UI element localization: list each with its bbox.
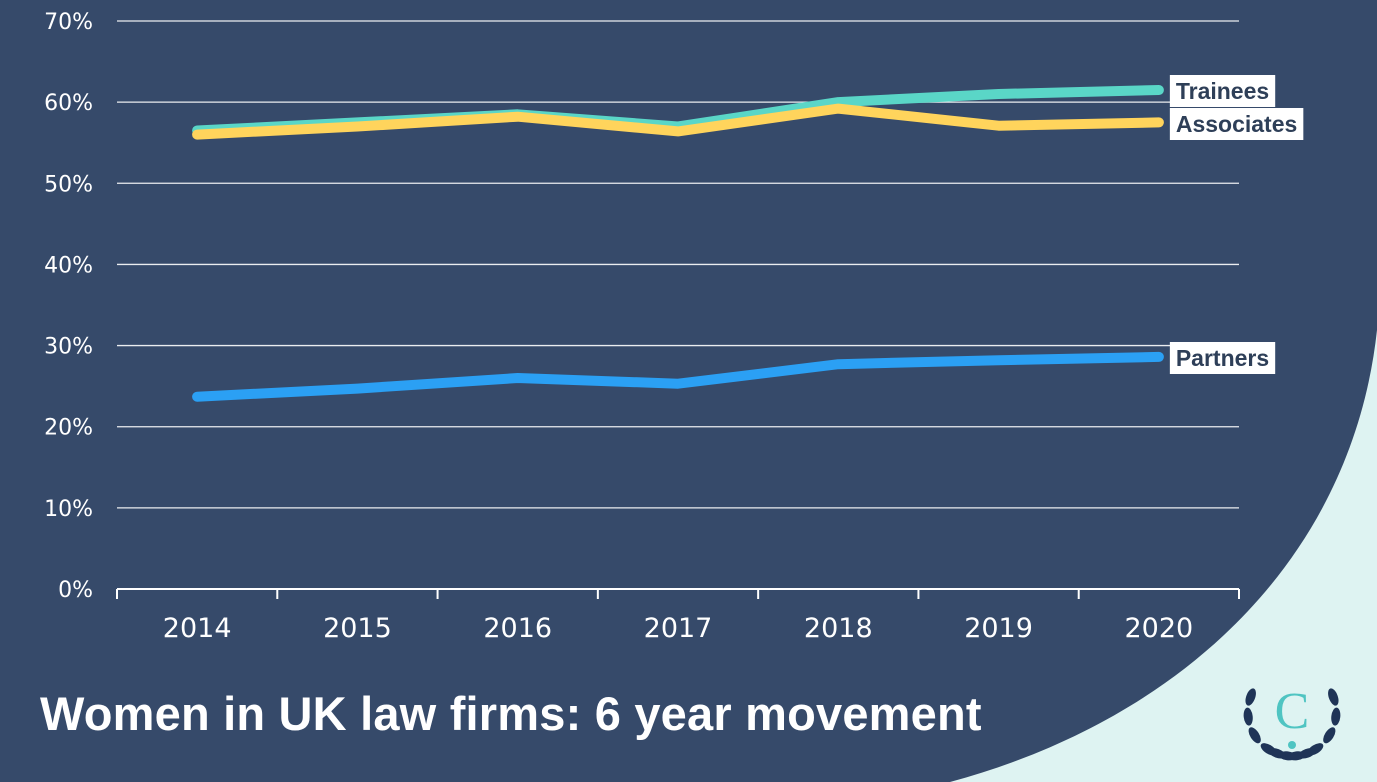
chart-title: Women in UK law firms: 6 year movement <box>40 687 982 740</box>
corner-decoration <box>950 330 1377 782</box>
x-tick-label: 2016 <box>483 613 552 644</box>
laurel-leaves <box>1243 688 1341 761</box>
series-label-trainees: Trainees <box>1176 78 1269 104</box>
series-label-box-associates <box>1169 108 1304 140</box>
y-tick-label: 20% <box>44 416 93 441</box>
y-tick-label: 0% <box>58 578 93 603</box>
y-tick-label: 50% <box>44 172 93 197</box>
x-tick-label: 2019 <box>964 613 1033 644</box>
x-axis-ticks: 2014 2015 2016 2017 2018 2019 2020 <box>163 613 1193 644</box>
laurel-leaf <box>1287 751 1306 761</box>
series-label-partners: Partners <box>1176 345 1269 371</box>
logo-letter: C <box>1275 683 1310 740</box>
y-tick-label: 70% <box>44 10 93 35</box>
laurel-wreath-icon: C <box>1243 683 1341 761</box>
y-axis-ticks: 0% 10% 20% 30% 40% 50% 60% 70% <box>44 10 93 603</box>
series-label-box-trainees <box>1169 75 1276 107</box>
y-tick-label: 60% <box>44 91 93 116</box>
x-tick-label: 2018 <box>804 613 873 644</box>
series-lines <box>192 85 1164 402</box>
series-label-associates: Associates <box>1176 111 1297 137</box>
laurel-leaf <box>1245 688 1256 706</box>
y-tick-label: 30% <box>44 335 93 360</box>
series-label-box-partners <box>1169 342 1276 374</box>
x-tick-label: 2015 <box>323 613 392 644</box>
logo-dot <box>1288 741 1296 749</box>
x-axis <box>116 588 1240 599</box>
series-line-partners <box>192 351 1164 402</box>
laurel-leaf <box>1331 707 1341 726</box>
grid-lines <box>117 20 1239 509</box>
laurel-leaf <box>1323 727 1336 744</box>
laurel-leaf <box>1307 743 1324 756</box>
series-labels: Trainees Associates Partners <box>1169 75 1304 374</box>
x-tick-label: 2020 <box>1124 613 1193 644</box>
x-tick-label: 2017 <box>644 613 713 644</box>
y-tick-label: 40% <box>44 253 93 278</box>
series-line-associates <box>192 103 1164 140</box>
laurel-leaf <box>1248 727 1261 744</box>
laurel-leaf <box>1328 688 1339 706</box>
y-tick-label: 10% <box>44 497 93 522</box>
x-tick-label: 2014 <box>163 613 232 644</box>
laurel-leaf <box>1268 748 1286 759</box>
laurel-leaf <box>1243 707 1253 726</box>
